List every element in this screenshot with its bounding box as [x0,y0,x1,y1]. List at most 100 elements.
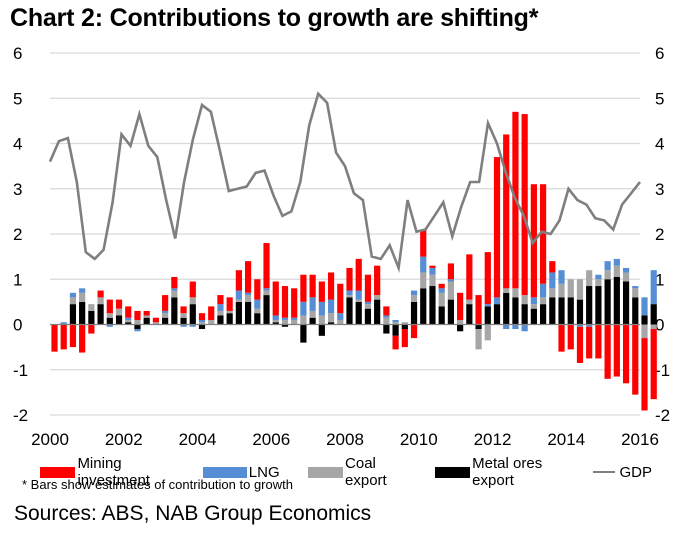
legend-swatch-metal [434,466,471,478]
bar-lng [217,304,224,311]
bar-lng [281,317,289,320]
bar-mining [383,306,390,316]
bar-lng [106,324,113,327]
bar-metal [447,299,455,325]
bar-metal [530,308,537,325]
bar-coal [604,270,611,280]
x-tick-label: 2004 [179,430,217,449]
bar-coal [595,279,602,287]
bar-coal [530,304,537,309]
bar-metal [143,317,150,325]
bar-metal [318,324,325,336]
bar-mining [539,184,547,284]
bar-mining [162,295,169,311]
bar-mining [641,338,648,411]
bar-mining [466,254,473,300]
bar-mining [60,324,67,350]
bar-coal [162,313,169,318]
bar-lng [134,329,141,332]
bar-lng [318,301,325,316]
bar-mining [272,281,279,316]
bar-coal [392,322,399,325]
legend-item-gdp: GDP [593,464,652,481]
bar-mining [604,324,611,379]
bar-coal [558,283,565,298]
bar-coal [244,295,252,302]
bar-mining [152,317,160,323]
bar-coal [632,288,639,298]
bar-mining [346,267,353,291]
bar-mining [567,324,574,350]
bar-coal [512,288,519,298]
bar-lng [291,317,298,320]
y-tick-label-right: 2 [655,225,664,244]
source-text: Sources: ABS, NAB Group Economics [14,502,372,525]
legend-swatch-coal [307,466,344,478]
x-tick-label: 2016 [621,430,659,449]
bar-lng [162,310,169,314]
gdp-line [48,91,642,274]
bar-mining [217,295,224,305]
bar-mining [281,286,289,318]
bar-mining [51,324,58,352]
bar-mining [429,265,436,268]
bar-mining [318,281,325,302]
bar-mining [291,288,298,318]
bar-coal [88,304,95,311]
y-tick-label-right: 4 [655,135,664,154]
bar-mining [235,270,242,291]
y-axis-right: 6 5 4 3 2 1 0 -1 -2 [655,44,670,425]
bar-lng [447,279,455,282]
x-axis: 2000 2002 2004 2006 2008 2010 2012 2014 2016 [31,430,659,449]
bar-lng [595,274,602,280]
x-tick-label: 2010 [400,430,438,449]
bar-coal [97,297,104,305]
bar-coal [549,288,556,298]
bar-lng [530,297,537,305]
bar-metal [503,292,510,325]
y-tick-label-left: 5 [13,89,22,108]
y-tick-label-right: 0 [655,316,664,335]
bar-coal [410,295,418,302]
bar-mining [263,243,270,289]
bar-metal [429,286,436,325]
bar-mining [586,326,593,359]
bar-metal [493,304,501,325]
bar-lng [613,258,620,266]
bar-coal [539,297,547,305]
bar-coal [484,324,491,341]
x-tick-label: 2008 [326,430,364,449]
bar-mining [79,324,86,353]
bar-coal [346,295,353,298]
bar-metal [521,304,528,325]
bar-coal [318,315,325,325]
bar-lng [383,315,390,318]
bar-mining [374,265,381,296]
bar-coal [364,304,372,309]
bar-mining [576,326,584,363]
bar-mining [134,310,141,320]
bar-lng [604,261,611,271]
y-tick-label-left: 0 [13,316,22,335]
bar-mining [254,279,261,300]
bar-mining [484,252,491,305]
bar-metal [106,317,113,325]
bar-metal [401,324,408,330]
bar-mining [457,292,464,320]
bar-metal [79,301,86,325]
bar-series [51,111,657,411]
footnote: * Bars show estimates of contribution to… [22,477,293,492]
y-tick-label-right: 1 [655,270,664,289]
bar-mining [401,329,408,348]
bar-lng [586,324,593,327]
bar-lng [300,301,307,316]
y-tick-label-left: 1 [13,270,22,289]
bar-mining [180,306,187,314]
bar-mining [438,283,445,289]
bar-coal [143,315,150,318]
bar-metal [484,306,491,325]
bar-mining [364,274,372,302]
bar-coal [235,299,242,302]
bar-coal [586,270,593,287]
gdp-series [48,91,642,274]
